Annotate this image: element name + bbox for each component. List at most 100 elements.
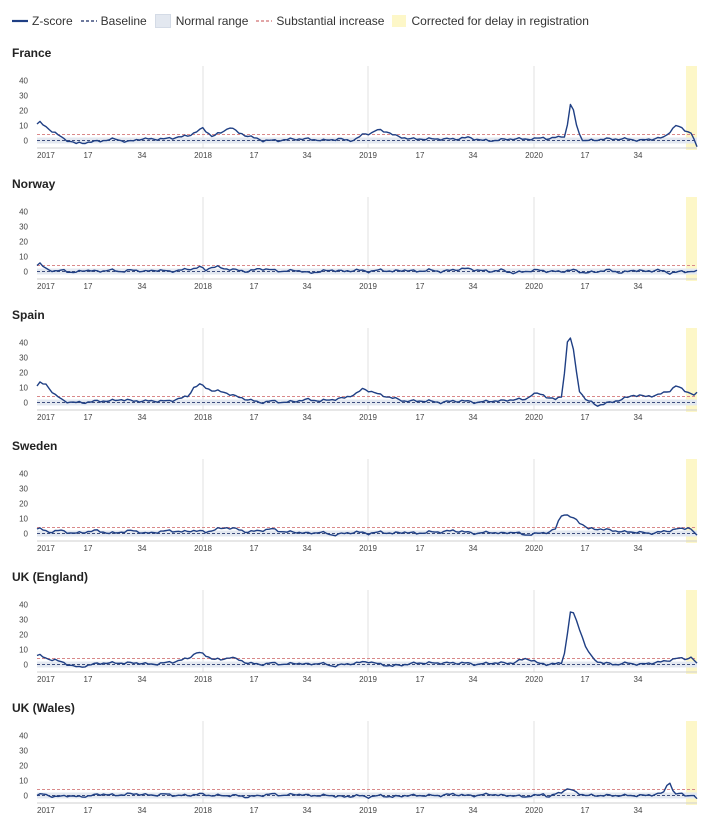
x-tick-label: 2019: [359, 282, 377, 291]
legend-zscore-label: Z-score: [32, 14, 73, 28]
y-tick-label: 10: [19, 777, 28, 786]
chart-title-spain: Spain: [12, 308, 45, 322]
x-tick-label: 34: [469, 282, 478, 291]
corrected-band: [686, 328, 697, 412]
x-tick-label: 2019: [359, 151, 377, 160]
x-tick-label: 34: [469, 413, 478, 422]
legend-corrected-label: Corrected for delay in registration: [411, 14, 589, 28]
substantial-dashed-icon: [256, 20, 273, 22]
chart-france: 40 30 20 10 0 2017 17 34 2018 17 34 2019 17 34 2020 17 3…: [19, 66, 698, 160]
y-tick-label: 10: [19, 515, 28, 524]
zscore-line-icon: [12, 19, 28, 23]
x-tick-label: 2020: [525, 282, 543, 291]
x-tick-label: 17: [84, 675, 93, 684]
legend-substantial-label: Substantial increase: [276, 14, 385, 28]
y-tick-label: 10: [19, 384, 28, 393]
x-tick-label: 2017: [37, 151, 55, 160]
y-tick-label: 0: [24, 530, 29, 539]
x-tick-label: 2017: [37, 282, 55, 291]
x-tick-label: 34: [138, 544, 147, 553]
x-tick-label: 2020: [525, 151, 543, 160]
legend-zscore[interactable]: Z-score: [12, 14, 73, 28]
x-tick-label: 17: [581, 544, 590, 553]
x-tick-label: 34: [138, 151, 147, 160]
x-tick-label: 17: [84, 151, 93, 160]
x-tick-label: 34: [303, 675, 312, 684]
x-tick-label: 2018: [194, 806, 212, 815]
x-tick-label: 2017: [37, 806, 55, 815]
x-tick-label: 17: [416, 544, 425, 553]
x-tick-label: 2019: [359, 806, 377, 815]
zscore-series-line: [36, 262, 698, 275]
zscore-series-line: [36, 782, 698, 800]
x-tick-label: 17: [250, 413, 259, 422]
x-tick-label: 34: [138, 282, 147, 291]
y-tick-label: 0: [24, 399, 29, 408]
normal-range-swatch-icon: [154, 14, 171, 28]
x-tick-label: 17: [416, 675, 425, 684]
y-tick-label: 30: [19, 354, 28, 363]
x-tick-label: 17: [581, 151, 590, 160]
y-tick-label: 20: [19, 762, 28, 771]
y-tick-label: 0: [24, 268, 29, 277]
x-tick-label: 34: [138, 806, 147, 815]
zscore-series-line: [36, 514, 698, 537]
y-tick-label: 30: [19, 747, 28, 756]
legend-normal-range[interactable]: Normal range: [154, 14, 249, 28]
x-tick-label: 17: [250, 151, 259, 160]
y-tick-label: 10: [19, 646, 28, 655]
x-tick-label: 2019: [359, 675, 377, 684]
x-tick-label: 34: [303, 151, 312, 160]
x-tick-label: 2017: [37, 544, 55, 553]
legend: Z-score Baseline Normal range Substantia…: [12, 12, 597, 30]
chart-title-france: France: [12, 46, 52, 60]
x-tick-label: 2020: [525, 806, 543, 815]
x-tick-label: 34: [469, 151, 478, 160]
y-tick-label: 20: [19, 107, 28, 116]
y-tick-label: 0: [24, 792, 29, 801]
x-tick-label: 17: [250, 675, 259, 684]
legend-normal-range-label: Normal range: [175, 14, 249, 28]
x-tick-label: 17: [84, 806, 93, 815]
x-tick-label: 34: [138, 413, 147, 422]
x-tick-label: 17: [416, 282, 425, 291]
corrected-band: [686, 66, 697, 150]
legend-baseline[interactable]: Baseline: [80, 14, 147, 28]
x-tick-label: 17: [581, 675, 590, 684]
y-tick-label: 0: [24, 137, 29, 146]
x-tick-label: 17: [250, 806, 259, 815]
x-tick-label: 17: [416, 806, 425, 815]
y-tick-label: 30: [19, 92, 28, 101]
x-tick-label: 17: [250, 282, 259, 291]
x-tick-label: 34: [469, 544, 478, 553]
corrected-band: [686, 721, 697, 805]
y-tick-label: 20: [19, 500, 28, 509]
y-tick-label: 0: [24, 661, 29, 670]
x-tick-label: 17: [581, 282, 590, 291]
corrected-band: [686, 590, 697, 674]
x-tick-label: 34: [469, 806, 478, 815]
legend-corrected[interactable]: Corrected for delay in registration: [392, 14, 589, 28]
corrected-band: [686, 459, 697, 543]
x-tick-label: 2020: [525, 413, 543, 422]
legend-substantial-increase[interactable]: Substantial increase: [256, 14, 384, 28]
legend-baseline-label: Baseline: [100, 14, 147, 28]
x-tick-label: 34: [303, 806, 312, 815]
x-tick-label: 17: [581, 806, 590, 815]
chart-uk-wales: 40 30 20 10 0 2017 17 34 2018 17 34 2019 17 34 2020 17 3…: [19, 721, 698, 815]
chart-sweden: 40 30 20 10 0 2017 17 34 2018 17 34 2019 17 34 2020 17 3…: [19, 459, 698, 553]
x-tick-label: 34: [634, 806, 643, 815]
chart-title-uk-wales: UK (Wales): [12, 701, 75, 715]
zscore-series-line: [36, 103, 698, 147]
corrected-swatch-icon: [392, 15, 407, 27]
x-tick-label: 2017: [37, 413, 55, 422]
x-tick-label: 34: [303, 282, 312, 291]
chart-uk-england: 40 30 20 10 0 2017 17 34 2018 17 34 2019 17 34 2020 17 3…: [19, 590, 698, 684]
zscore-series-line: [36, 611, 698, 668]
y-tick-label: 40: [19, 732, 28, 741]
y-tick-label: 30: [19, 485, 28, 494]
y-tick-label: 40: [19, 470, 28, 479]
x-tick-label: 2018: [194, 675, 212, 684]
corrected-band: [686, 197, 697, 281]
y-tick-label: 40: [19, 77, 28, 86]
